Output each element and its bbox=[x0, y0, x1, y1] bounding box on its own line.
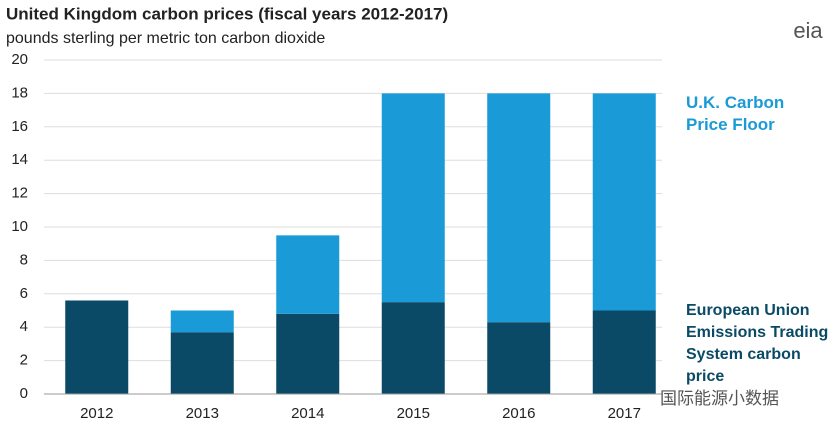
watermark: 国际能源小数据 bbox=[660, 389, 779, 408]
bar-segment bbox=[487, 93, 551, 323]
bar-segment bbox=[381, 93, 445, 303]
x-tick-label: 2017 bbox=[608, 405, 641, 422]
y-tick-label: 20 bbox=[11, 51, 28, 68]
y-tick-label: 12 bbox=[11, 185, 28, 202]
chart-subtitle: pounds sterling per metric ton carbon di… bbox=[6, 30, 325, 47]
x-tick-label: 2016 bbox=[502, 405, 535, 422]
x-tick-label: 2014 bbox=[291, 405, 324, 422]
y-tick-label: 14 bbox=[11, 151, 28, 168]
legend-entry: U.K. Carbon Price Floor bbox=[686, 93, 785, 134]
bar-segment bbox=[487, 322, 551, 394]
bar-segment bbox=[276, 235, 340, 314]
bar-segment bbox=[170, 310, 234, 333]
x-tick-label: 2012 bbox=[80, 405, 113, 422]
bar-segment bbox=[65, 300, 129, 394]
bar-segment bbox=[592, 93, 656, 311]
y-tick-label: 18 bbox=[11, 84, 28, 101]
y-tick-label: 10 bbox=[11, 218, 28, 235]
y-tick-label: 16 bbox=[11, 118, 28, 135]
bar-segment bbox=[276, 313, 340, 394]
y-tick-label: 8 bbox=[20, 251, 28, 268]
bar-segment bbox=[170, 332, 234, 394]
x-tick-label: 2015 bbox=[397, 405, 430, 422]
y-tick-label: 6 bbox=[20, 285, 28, 302]
y-tick-label: 0 bbox=[20, 385, 28, 402]
legend-entry: European Union Emissions Trading System … bbox=[686, 302, 829, 385]
y-tick-label: 4 bbox=[20, 318, 28, 335]
bar-segment bbox=[592, 310, 656, 394]
chart-title: United Kingdom carbon prices (fiscal yea… bbox=[6, 4, 448, 23]
y-tick-label: 2 bbox=[20, 352, 28, 369]
bar-segment bbox=[381, 302, 445, 394]
x-tick-label: 2013 bbox=[186, 405, 219, 422]
logo: eia bbox=[793, 18, 823, 43]
